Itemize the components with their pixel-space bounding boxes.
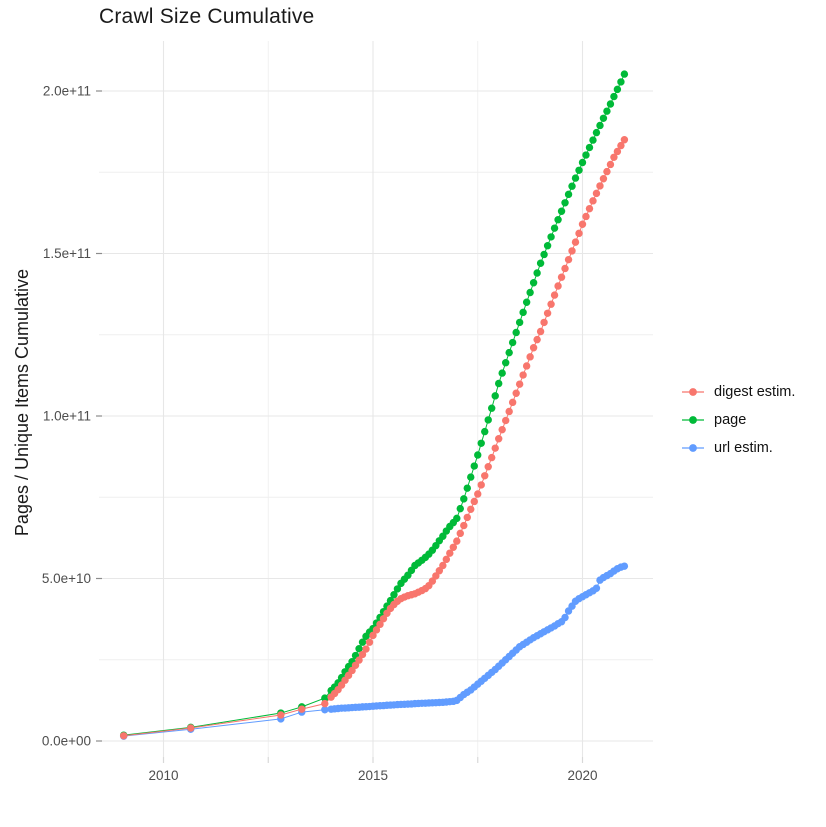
svg-text:5.0e+10: 5.0e+10 [42,571,91,586]
legend-key-line-dot-icon [682,444,704,452]
svg-text:0.0e+00: 0.0e+00 [42,734,91,749]
legend-item-page: page [681,406,795,434]
legend-item-url: url estim. [681,434,795,462]
gridlines-minor [99,41,653,757]
legend-label-url: url estim. [714,440,773,456]
svg-text:1.0e+11: 1.0e+11 [43,409,91,424]
axis-ticks [96,90,584,763]
series-line-url-estim- [123,565,625,737]
svg-text:2010: 2010 [148,768,178,783]
svg-text:1.5e+11: 1.5e+11 [43,246,91,261]
legend-label-digest: digest estim. [714,384,796,400]
legend-item-digest: digest estim. [681,378,795,406]
series-dots-url-estim- [119,562,629,740]
legend: digest estim. page url estim. [681,378,795,462]
gridlines-major [99,41,653,757]
legend-label-page: page [714,412,747,428]
svg-text:2.0e+11: 2.0e+11 [43,84,91,99]
chart-title: Crawl Size Cumulative [99,5,315,28]
series-dots-digest-estim- [119,136,629,740]
svg-text:2015: 2015 [358,768,388,783]
legend-key-line-dot-icon [682,388,704,396]
legend-key-line-dot-icon [682,416,704,424]
svg-text:2020: 2020 [567,768,597,783]
series-points [119,70,629,740]
axis-tick-labels: 2010 2015 2020 0.0e+00 5.0e+10 1.0e+11 1.5e+11… [42,84,598,784]
series-line-digest-estim- [123,139,625,737]
